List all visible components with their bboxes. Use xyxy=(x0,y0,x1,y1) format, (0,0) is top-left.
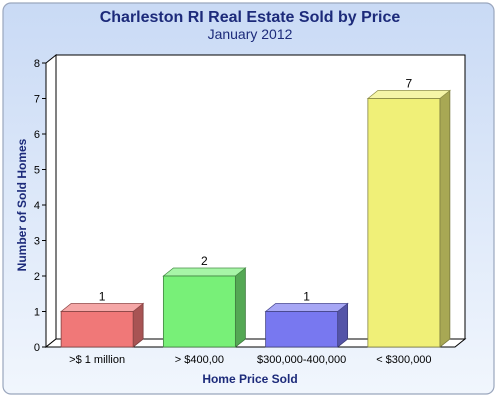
y-tick-label: 5 xyxy=(34,165,40,177)
bar-side-face xyxy=(234,267,246,348)
y-axis-title: Number of Sold Homes xyxy=(15,138,29,271)
x-tick-label: $300,000-400,000 xyxy=(257,354,346,366)
x-tick-label: > $400,00 xyxy=(175,354,224,366)
y-tick-label: 1 xyxy=(34,307,40,319)
bar-front-face xyxy=(60,311,134,348)
bar-front-face xyxy=(162,275,236,348)
y-tick-label: 3 xyxy=(34,236,40,248)
bar-top-face xyxy=(366,90,452,99)
bar-data-label: 1 xyxy=(303,290,310,304)
bar-front-face xyxy=(367,98,441,348)
x-axis-title: Home Price Sold xyxy=(202,372,297,386)
bar-data-label: 1 xyxy=(99,290,106,304)
bar: 2 xyxy=(162,254,247,348)
bar-data-label: 7 xyxy=(406,77,413,91)
bar-top-face xyxy=(59,303,145,312)
plot-area xyxy=(44,53,467,349)
bar: 1 xyxy=(264,290,349,348)
y-tick-label: 6 xyxy=(34,129,40,141)
y-tick-label: 7 xyxy=(34,94,40,106)
chart-subtitle: January 2012 xyxy=(208,26,293,42)
y-axis-ticks: 0 1 2 3 4 5 6 7 8 xyxy=(34,58,46,354)
bar-side-face xyxy=(439,89,451,348)
bar-front-face xyxy=(265,311,339,348)
x-axis-ticks: >$ 1 million > $400,00 $300,000-400,000 < $… xyxy=(69,354,431,366)
bar-data-label: 2 xyxy=(201,254,208,268)
y-tick-label: 8 xyxy=(34,58,40,70)
bar-top-face xyxy=(264,303,349,312)
y-tick-label: 0 xyxy=(34,342,40,354)
plot-left-wall xyxy=(45,53,57,349)
y-tick-label: 4 xyxy=(34,200,40,212)
x-tick-label: >$ 1 million xyxy=(69,354,125,366)
x-tick-label: < $300,000 xyxy=(376,354,431,366)
chart-title: Charleston RI Real Estate Sold by Price xyxy=(100,9,401,26)
bar: 1 xyxy=(59,290,145,348)
bar-top-face xyxy=(162,267,247,277)
bar: 7 xyxy=(366,77,452,348)
bars: 1 2 1 7 xyxy=(59,77,452,348)
y-tick-label: 2 xyxy=(34,271,40,283)
